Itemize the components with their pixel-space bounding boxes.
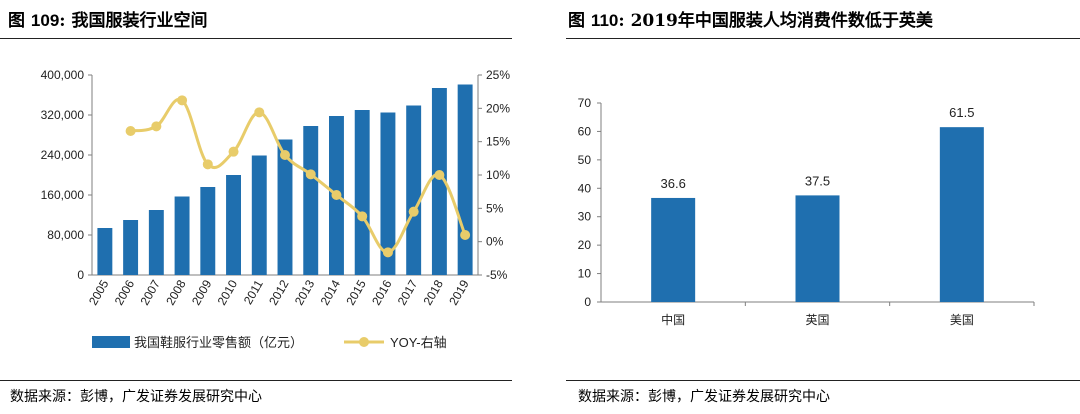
right-fig-label: 图 xyxy=(568,11,585,31)
left-y-tick-label: 400,000 xyxy=(41,68,85,82)
yoy-point xyxy=(434,170,445,180)
retail-sales-bar xyxy=(174,196,190,275)
x-tick-label: 2019 xyxy=(446,277,472,307)
x-tick-label: 2013 xyxy=(292,277,318,307)
y-tick-label: 10 xyxy=(578,267,592,281)
left-figure-title: 图 109: 我国服装行业空间 xyxy=(8,6,208,31)
right-source-note: 数据来源：彭博，广发证券发展研究中心 xyxy=(578,389,830,405)
x-tick-label: 美国 xyxy=(950,313,974,327)
yoy-point xyxy=(460,230,471,240)
right-y-tick-label: 0% xyxy=(486,235,504,249)
y-tick-label: 50 xyxy=(578,153,592,167)
bar-data-label: 37.5 xyxy=(805,173,830,188)
yoy-point xyxy=(202,159,213,170)
right-chart: 0 10 20 30 40 50 60 70 36.6 中国 37.5 英国 61.5 美国 xyxy=(578,96,1035,327)
retail-sales-bar xyxy=(97,228,113,275)
retail-sales-bar xyxy=(457,84,473,275)
x-tick-label: 2012 xyxy=(266,277,292,307)
yoy-point xyxy=(357,211,368,222)
left-y-tick-label: 240,000 xyxy=(41,148,85,162)
retail-sales-bar xyxy=(380,112,396,275)
yoy-point xyxy=(331,190,342,200)
retail-sales-bar xyxy=(354,110,370,275)
y-tick-label: 70 xyxy=(578,96,592,110)
x-tick-label: 中国 xyxy=(661,312,685,327)
x-tick-label: 2016 xyxy=(369,277,395,307)
left-y-tick-label: 80,000 xyxy=(47,228,84,242)
yoy-point xyxy=(254,107,265,118)
right-fig-number: 110 xyxy=(590,11,619,30)
bar-data-label: 61.5 xyxy=(949,105,974,120)
yoy-point xyxy=(151,121,162,132)
right-fig-title-text: 2019年中国服装人均消费件数低于英美 xyxy=(630,11,933,31)
x-tick-label: 2018 xyxy=(421,277,447,307)
left-y-tick-label: 160,000 xyxy=(41,188,85,202)
retail-sales-bar xyxy=(277,139,293,275)
y-tick-label: 40 xyxy=(578,181,592,195)
y-tick-label: 0 xyxy=(584,295,591,309)
left-fig-title-text: 我国服装行业空间 xyxy=(71,11,208,31)
left-fig-sep: : xyxy=(59,11,66,31)
left-y-tick-label: 320,000 xyxy=(41,108,85,122)
retail-sales-bar xyxy=(226,175,241,275)
x-tick-label: 2005 xyxy=(86,277,112,307)
left-fig-label: 图 xyxy=(8,11,25,31)
x-tick-label: 2009 xyxy=(189,277,215,307)
yoy-point xyxy=(228,146,239,157)
x-tick-label: 2010 xyxy=(215,277,241,307)
right-footer-rule xyxy=(566,380,1080,381)
yoy-point xyxy=(125,126,136,136)
y-tick-label: 30 xyxy=(578,210,592,224)
left-title-rule xyxy=(0,38,512,39)
x-tick-label: 2008 xyxy=(163,277,189,307)
retail-sales-bar xyxy=(303,126,319,275)
x-tick-label: 2014 xyxy=(318,277,344,307)
right-y-tick-label: 10% xyxy=(486,168,510,182)
right-y-tick-label: -5% xyxy=(486,268,508,282)
yoy-point xyxy=(305,169,316,180)
right-y-tick-label: 15% xyxy=(486,135,510,149)
right-y-tick-label: 5% xyxy=(486,201,504,215)
right-fig-sep: : xyxy=(618,11,625,31)
legend-line-marker xyxy=(359,337,369,347)
right-y-tick-label: 25% xyxy=(486,68,510,82)
yoy-point xyxy=(280,150,290,160)
bar-data-label: 36.6 xyxy=(661,176,686,191)
yoy-point xyxy=(177,95,188,106)
x-tick-label: 2007 xyxy=(137,277,163,307)
right-y-tick-label: 20% xyxy=(486,101,510,115)
x-tick-label: 2017 xyxy=(395,277,421,307)
retail-sales-bar xyxy=(251,155,267,275)
country-bar xyxy=(651,197,696,302)
legend-bar-label: 我国鞋服行业零售额（亿元） xyxy=(134,335,303,350)
country-bar xyxy=(939,127,984,302)
y-tick-label: 20 xyxy=(578,238,592,252)
legend-bar-swatch xyxy=(92,336,130,348)
x-tick-label: 英国 xyxy=(805,313,829,327)
right-figure-title: 图 110: 2019年中国服装人均消费件数低于英美 xyxy=(568,6,933,31)
retail-sales-bar xyxy=(200,187,216,275)
yoy-point xyxy=(382,247,393,258)
retail-sales-bar xyxy=(406,105,422,275)
x-tick-label: 2006 xyxy=(112,277,138,307)
left-chart: 0 80,000 160,000 240,000 320,000 400,000 -5% 0%… xyxy=(41,68,511,350)
country-bar xyxy=(795,195,840,302)
left-source-note: 数据来源：彭博，广发证券发展研究中心 xyxy=(10,389,262,405)
yoy-point xyxy=(408,206,419,217)
retail-sales-bar xyxy=(148,210,164,275)
retail-sales-bar xyxy=(123,220,139,275)
left-footer-rule xyxy=(0,380,512,381)
legend-line-label: YOY-右轴 xyxy=(390,335,447,350)
x-tick-label: 2015 xyxy=(343,277,369,307)
left-y-tick-label: 0 xyxy=(77,268,84,282)
x-tick-label: 2011 xyxy=(241,277,266,307)
right-title-rule xyxy=(566,38,1080,39)
left-fig-number: 109 xyxy=(30,11,60,30)
y-tick-label: 60 xyxy=(578,124,592,138)
retail-sales-bar xyxy=(431,88,447,275)
